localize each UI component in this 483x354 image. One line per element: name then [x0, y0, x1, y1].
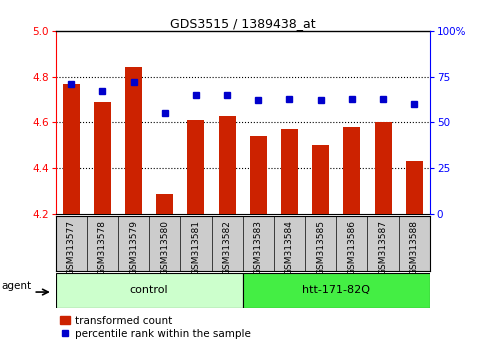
- Bar: [187, 120, 204, 214]
- Text: GSM313582: GSM313582: [223, 220, 232, 275]
- Text: control: control: [130, 285, 169, 295]
- Text: GSM313581: GSM313581: [191, 220, 200, 275]
- Text: GSM313585: GSM313585: [316, 220, 325, 275]
- Bar: [63, 84, 80, 214]
- Text: GSM313588: GSM313588: [410, 220, 419, 275]
- Text: agent: agent: [1, 281, 31, 291]
- Bar: [281, 129, 298, 214]
- Text: GSM313577: GSM313577: [67, 220, 76, 275]
- Bar: [156, 194, 173, 214]
- Text: GSM313580: GSM313580: [160, 220, 169, 275]
- Bar: [250, 136, 267, 214]
- Bar: [56, 273, 242, 308]
- Text: GSM313584: GSM313584: [285, 220, 294, 275]
- Text: GSM313586: GSM313586: [347, 220, 356, 275]
- Bar: [94, 102, 111, 214]
- Text: GSM313578: GSM313578: [98, 220, 107, 275]
- Bar: [242, 273, 430, 308]
- Bar: [343, 127, 360, 214]
- Bar: [406, 161, 423, 214]
- Legend: transformed count, percentile rank within the sample: transformed count, percentile rank withi…: [56, 312, 256, 343]
- Text: GSM313579: GSM313579: [129, 220, 138, 275]
- Bar: [125, 68, 142, 214]
- Text: GSM313583: GSM313583: [254, 220, 263, 275]
- Text: htt-171-82Q: htt-171-82Q: [302, 285, 370, 295]
- Bar: [312, 145, 329, 214]
- Title: GDS3515 / 1389438_at: GDS3515 / 1389438_at: [170, 17, 315, 30]
- Text: GSM313587: GSM313587: [379, 220, 387, 275]
- Bar: [218, 116, 236, 214]
- Bar: [374, 122, 392, 214]
